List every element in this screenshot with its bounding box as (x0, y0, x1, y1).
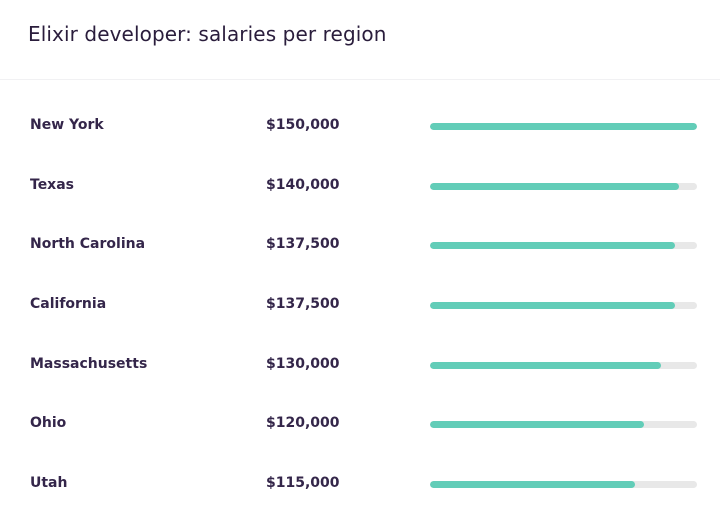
region-label: Massachusetts (30, 355, 148, 372)
salary-bar (430, 361, 662, 369)
region-label: New York (30, 117, 104, 133)
salary-bar (430, 302, 675, 310)
chart-title: Elixir developer: salaries per region (28, 22, 387, 46)
salary-value-label: $150,000 (266, 117, 340, 133)
salary-value-label: $115,000 (266, 475, 340, 492)
salary-value-label: $137,500 (266, 236, 340, 253)
salary-row: North Carolina $137,500 (0, 216, 720, 276)
salary-bar-track (430, 481, 697, 489)
salary-bar (430, 242, 675, 250)
salary-bar-track (430, 242, 697, 250)
region-label: North Carolina (30, 236, 146, 253)
salary-bar-track (430, 361, 697, 369)
salary-row: Ohio $120,000 (0, 395, 720, 455)
salary-value-label: $140,000 (266, 176, 340, 193)
salary-value-label: $120,000 (266, 415, 340, 432)
salary-row: Utah $115,000 (0, 455, 720, 515)
salary-bar-track (430, 421, 697, 429)
salary-bar (430, 182, 680, 190)
salary-row: Massachusetts $130,000 (0, 336, 720, 396)
salary-row: California $137,500 (0, 276, 720, 336)
salary-row: New York $150,000 (0, 97, 720, 157)
salary-bar (430, 481, 635, 489)
salary-bar-track (430, 123, 697, 130)
region-label: California (30, 296, 107, 313)
salary-bar (430, 421, 644, 429)
salary-value-label: $137,500 (266, 296, 340, 313)
salary-row: Texas $140,000 (0, 157, 720, 217)
card-header: Elixir developer: salaries per region (0, 0, 720, 80)
region-label: Ohio (30, 415, 67, 432)
salary-bar (430, 123, 697, 130)
region-label: Utah (30, 475, 68, 492)
salary-bar-track (430, 182, 697, 190)
region-label: Texas (30, 176, 74, 193)
salary-rows: New York $150,000 Texas $140,000 North Carol… (0, 97, 720, 515)
salary-bar-track (430, 302, 697, 310)
salary-value-label: $130,000 (266, 355, 340, 372)
